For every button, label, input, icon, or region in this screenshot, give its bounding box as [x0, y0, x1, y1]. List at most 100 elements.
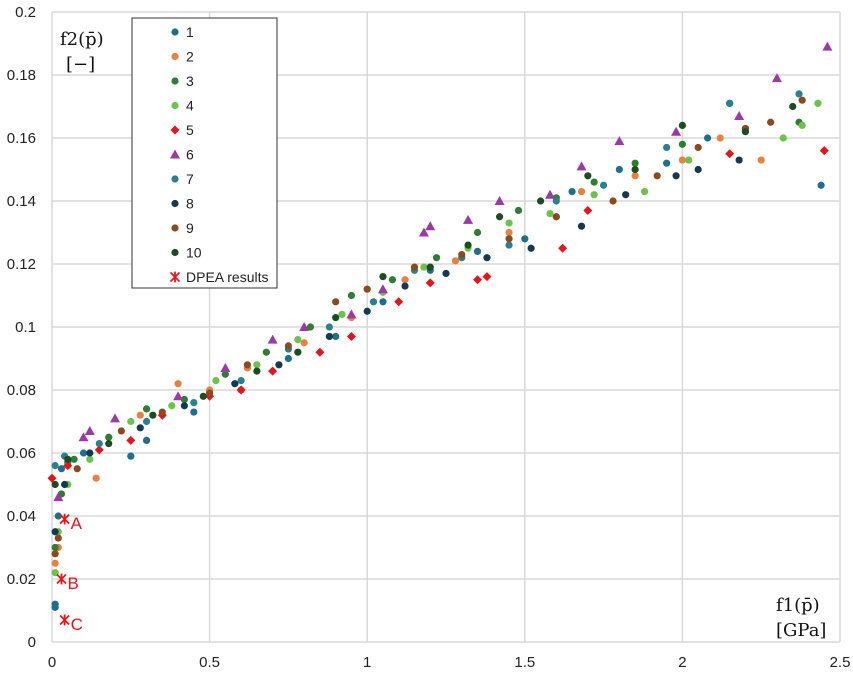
data-point — [173, 391, 184, 401]
y-tick-label: 0.08 — [7, 382, 36, 399]
legend-label: 6 — [186, 147, 194, 163]
data-point — [798, 96, 806, 104]
data-point — [149, 411, 157, 419]
data-point — [494, 196, 505, 205]
data-point — [84, 425, 95, 435]
data-point — [51, 543, 59, 552]
data-point — [779, 134, 787, 142]
data-point — [267, 334, 278, 344]
legend-label: 5 — [186, 122, 194, 138]
data-point — [253, 361, 261, 369]
data-point — [757, 156, 765, 164]
data-point — [199, 392, 207, 400]
legend-entry: 7 — [171, 171, 194, 187]
series-9 — [51, 96, 806, 558]
data-point — [536, 197, 545, 205]
data-point — [410, 263, 419, 271]
y-axis-label-unit: [−] — [66, 54, 95, 75]
data-point — [552, 197, 560, 205]
data-point — [315, 347, 325, 357]
data-point — [590, 191, 598, 199]
data-point — [432, 254, 441, 262]
x-axis-title: f1(p̄) [GPa] — [776, 595, 826, 641]
data-point — [473, 275, 483, 285]
data-point — [671, 126, 682, 136]
y-tick-label: 0 — [28, 634, 36, 651]
data-point — [817, 181, 825, 189]
data-point — [735, 156, 743, 164]
data-point — [631, 165, 639, 174]
data-point — [78, 432, 89, 442]
data-point — [136, 411, 144, 419]
legend-entry: 6 — [170, 147, 194, 163]
data-point — [231, 380, 239, 388]
data-point — [51, 600, 59, 608]
data-point — [568, 187, 576, 196]
data-point — [379, 298, 387, 306]
data-point — [558, 243, 568, 253]
data-point — [180, 395, 188, 404]
data-point — [57, 465, 66, 473]
data-point — [110, 413, 121, 423]
data-point — [678, 140, 687, 148]
data-point — [458, 250, 466, 259]
data-point — [514, 206, 523, 215]
data-point — [54, 512, 62, 520]
data-point — [64, 455, 72, 463]
data-point — [614, 136, 625, 146]
y-tick-label: 0.18 — [7, 67, 36, 84]
y-tick-labels: 0 0.02 0.04 0.06 0.08 0.1 0.12 0.14 0.16 0.18 0.2 — [7, 4, 36, 651]
data-point — [73, 465, 81, 473]
data-point — [451, 257, 460, 265]
legend-label: 3 — [186, 73, 194, 89]
data-point — [243, 361, 252, 369]
data-point — [576, 161, 587, 171]
data-point — [142, 405, 151, 413]
legend-marker — [171, 28, 179, 36]
data-point — [505, 228, 513, 237]
data-point — [584, 172, 592, 180]
legend-label: 8 — [186, 196, 194, 212]
svg-text:f2(p̄): f2(p̄) — [60, 29, 104, 50]
data-point — [583, 205, 593, 215]
x-tick-label: 1 — [363, 654, 371, 671]
data-point — [253, 367, 261, 375]
data-point — [734, 110, 745, 120]
data-point — [822, 41, 833, 51]
legend-entry: 3 — [171, 73, 194, 89]
data-point — [505, 219, 513, 227]
data-point — [545, 189, 556, 199]
y-tick-label: 0.14 — [7, 193, 36, 210]
y-tick-label: 0.12 — [7, 256, 36, 273]
series-8 — [51, 156, 743, 536]
data-point — [332, 332, 340, 341]
legend-marker — [171, 77, 179, 85]
data-point — [425, 278, 435, 288]
data-point — [631, 172, 639, 180]
data-point — [615, 165, 623, 174]
data-point — [126, 435, 136, 445]
data-point — [56, 573, 67, 585]
data-point — [798, 121, 806, 129]
legend-marker — [171, 248, 179, 257]
x-tick-label: 0.5 — [199, 654, 220, 671]
legend-marker — [171, 175, 179, 183]
data-point — [473, 247, 482, 255]
legend-entry: 9 — [171, 220, 194, 236]
y-tick-label: 0.1 — [15, 319, 36, 336]
data-point — [814, 99, 822, 107]
legend-entry: 10 — [171, 245, 202, 261]
y-axis-title: f2(p̄) [−] — [60, 29, 104, 75]
data-point — [51, 569, 59, 577]
data-point — [284, 342, 292, 350]
data-point — [51, 480, 59, 489]
data-point — [577, 187, 586, 196]
legend-marker — [171, 224, 179, 232]
data-point — [51, 550, 59, 558]
data-point — [482, 272, 492, 282]
data-point — [388, 276, 397, 284]
point-annotations: A B C — [67, 514, 82, 634]
data-point — [483, 254, 491, 262]
data-point — [47, 473, 57, 483]
